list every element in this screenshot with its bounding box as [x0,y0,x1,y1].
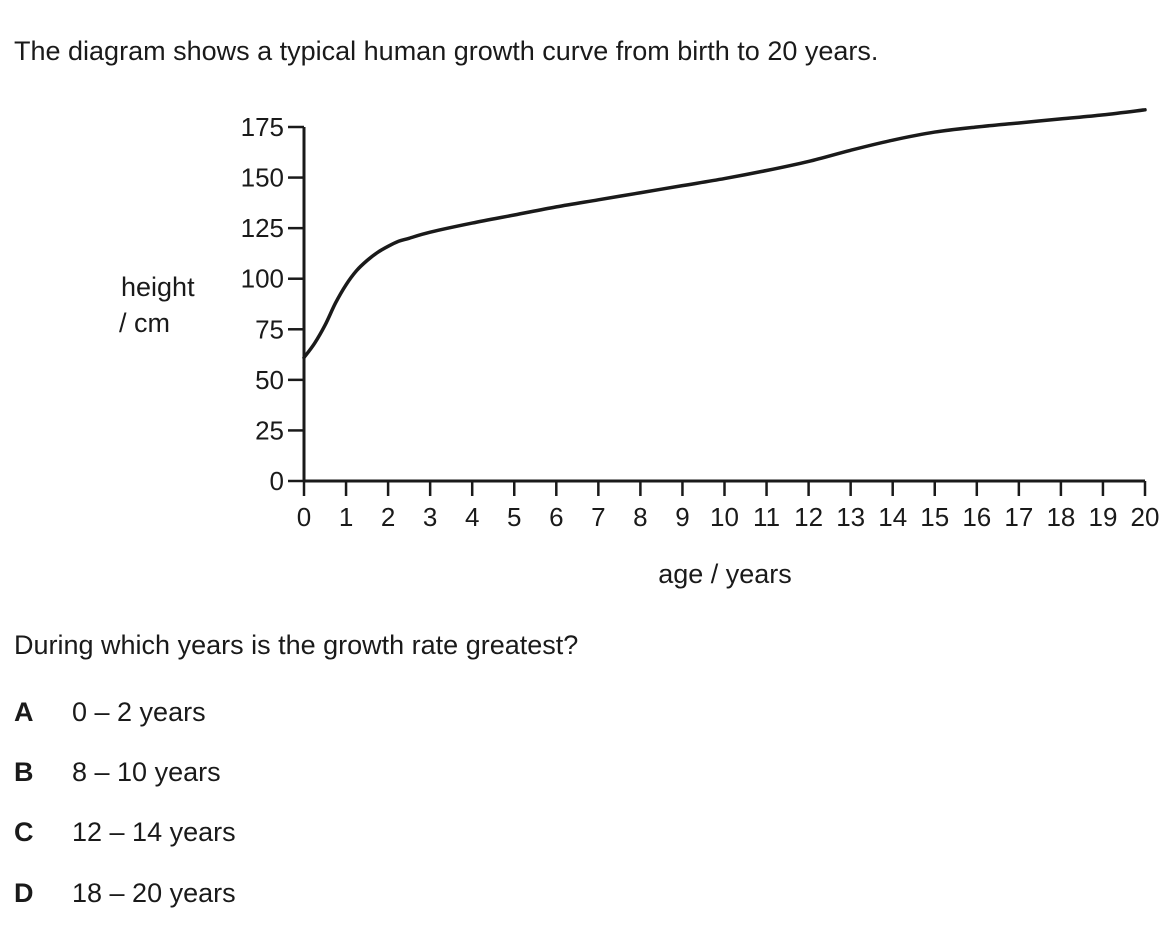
y-tick-label: 100 [241,264,284,294]
y-tick-label: 25 [255,415,284,445]
y-axis-label-line2: / cm [119,308,170,338]
option-c-text: 12 – 14 years [72,817,236,847]
x-tick-label: 12 [794,502,823,532]
x-tick-label: 3 [423,502,437,532]
x-tick-label: 15 [920,502,949,532]
x-tick-label: 2 [381,502,395,532]
y-tick-label: 125 [241,213,284,243]
x-tick-label: 10 [710,502,739,532]
x-tick-label: 14 [878,502,907,532]
x-tick-label: 18 [1046,502,1075,532]
x-tick-label: 11 [753,502,780,532]
x-tick-label: 16 [962,502,991,532]
y-axis-label-line1: height [121,272,195,302]
y-tick-label: 75 [255,314,284,344]
y-tick-label: 175 [241,112,284,142]
x-tick-label: 6 [549,502,563,532]
y-axis-ticks: 0 25 50 75 100 125 150 175 [241,112,304,496]
option-a-letter: A [14,697,34,727]
x-tick-label: 8 [633,502,647,532]
x-tick-label: 19 [1088,502,1117,532]
question-text: During which years is the growth rate gr… [14,630,579,660]
growth-curve-series [302,108,1147,360]
x-tick-label: 13 [836,502,865,532]
x-tick-label: 4 [465,502,479,532]
x-axis-ticks: 0 1 2 3 4 5 6 7 8 9 10 11 12 13 14 15 16 17 18 19 20 [297,481,1160,532]
option-d-text: 18 – 20 years [72,878,236,908]
option-b-text: 8 – 10 years [72,757,221,787]
y-tick-label: 150 [241,163,284,193]
option-d-letter: D [14,878,34,908]
x-tick-label: 20 [1131,502,1160,532]
y-tick-label: 50 [255,365,284,395]
y-tick-label: 0 [270,466,284,496]
x-tick-label: 1 [339,502,353,532]
x-tick-label: 0 [297,502,311,532]
x-tick-label: 5 [507,502,521,532]
x-tick-label: 17 [1004,502,1033,532]
option-a-text: 0 – 2 years [72,697,206,727]
x-tick-label: 9 [675,502,689,532]
option-c-letter: C [14,817,34,847]
option-b-letter: B [14,757,34,787]
x-axis-label: age / years [658,559,792,589]
question-intro: The diagram shows a typical human growth… [14,36,879,66]
x-tick-label: 7 [591,502,605,532]
